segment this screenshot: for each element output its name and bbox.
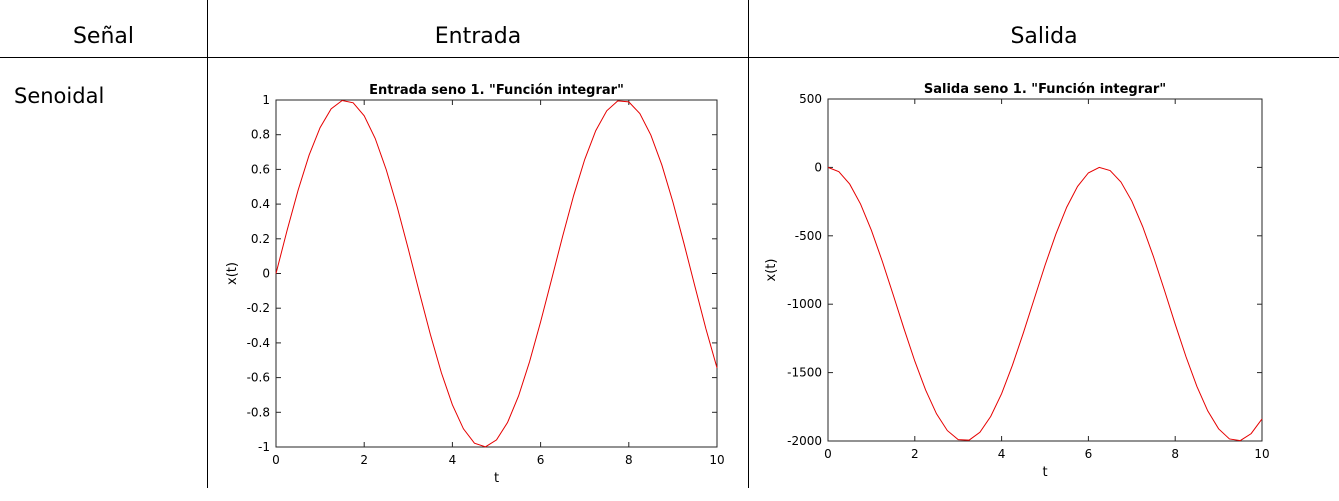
input-x-tick-label: 8 xyxy=(625,453,633,467)
output-y-tick-label: -500 xyxy=(795,229,822,243)
output-x-tick-label: 4 xyxy=(998,447,1006,461)
output-x-tick-label: 0 xyxy=(824,447,832,461)
input-chart-title: Entrada seno 1. "Función integrar" xyxy=(369,83,624,98)
output-x-axis-label: t xyxy=(1042,465,1047,480)
input-y-tick-label: -1 xyxy=(258,440,270,454)
column-divider-1 xyxy=(207,0,208,488)
input-y-tick-label: -0.4 xyxy=(247,336,270,350)
output-y-tick-label: -1000 xyxy=(787,297,822,311)
output-chart-title: Salida seno 1. "Función integrar" xyxy=(924,82,1166,97)
input-y-tick-label: -0.6 xyxy=(247,371,270,385)
input-y-tick-label: 0.4 xyxy=(251,197,270,211)
output-series-line xyxy=(827,166,1263,442)
header-divider xyxy=(0,57,1339,58)
input-series-line xyxy=(275,99,718,448)
input-x-tick-label: 0 xyxy=(272,453,280,467)
output-plot-area xyxy=(827,98,1263,442)
output-x-tick-label: 2 xyxy=(911,447,919,461)
input-y-tick-label: 0.6 xyxy=(251,162,270,176)
output-x-tick-label: 10 xyxy=(1254,447,1269,461)
input-x-tick-label: 2 xyxy=(360,453,368,467)
output-y-tick-label: 0 xyxy=(814,160,822,174)
input-y-axis-label: x(t) xyxy=(225,262,240,285)
input-x-tick-label: 6 xyxy=(537,453,545,467)
output-x-tick-label: 8 xyxy=(1171,447,1179,461)
header-output: Salida xyxy=(1010,24,1078,49)
header-signal: Señal xyxy=(72,24,135,49)
output-y-tick-label: -2000 xyxy=(787,434,822,448)
output-chart: 0 2 4 6 8 10 500 0 -500 -1000 -1500 -2000 Salida sen… xyxy=(764,82,1270,480)
input-chart: 0 2 4 6 8 10 1 0.8 0.6 0.4 0.2 0 -0.2 -0.4 -0.6 -0.8 -1 E… xyxy=(225,83,725,486)
input-y-tick-label: 1 xyxy=(262,93,270,107)
input-plot-area xyxy=(275,99,718,448)
header-input: Entrada xyxy=(434,24,522,49)
input-x-tick-label: 4 xyxy=(449,453,457,467)
input-y-tick-label: -0.8 xyxy=(247,405,270,419)
output-y-axis-label: x(t) xyxy=(764,259,779,282)
input-y-tick-label: 0.2 xyxy=(251,232,270,246)
output-x-tick-label: 6 xyxy=(1085,447,1093,461)
input-x-axis-label: t xyxy=(494,471,499,486)
input-y-tick-label: 0 xyxy=(262,267,270,281)
input-x-tick-label: 10 xyxy=(709,453,724,467)
input-y-tick-label: 0.8 xyxy=(251,128,270,142)
input-y-tick-label: -0.2 xyxy=(247,301,270,315)
output-y-tick-label: -1500 xyxy=(787,366,822,380)
column-divider-2 xyxy=(748,0,749,488)
row-label-sinusoidal: Senoidal xyxy=(14,84,105,108)
output-y-tick-label: 500 xyxy=(799,92,822,106)
